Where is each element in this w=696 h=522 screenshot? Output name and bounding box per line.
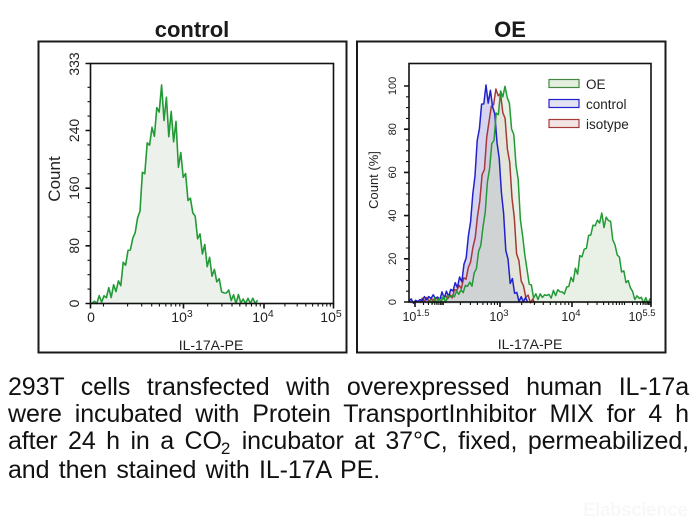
svg-text:OE: OE bbox=[586, 77, 606, 92]
svg-text:0: 0 bbox=[387, 299, 399, 305]
svg-text:103: 103 bbox=[489, 308, 508, 324]
svg-text:20: 20 bbox=[387, 253, 399, 265]
svg-text:0: 0 bbox=[66, 299, 82, 307]
svg-text:control: control bbox=[155, 17, 230, 42]
svg-text:60: 60 bbox=[387, 166, 399, 178]
svg-text:40: 40 bbox=[387, 209, 399, 221]
svg-text:control: control bbox=[586, 97, 627, 112]
svg-text:105: 105 bbox=[320, 308, 342, 325]
svg-text:240: 240 bbox=[66, 119, 82, 143]
svg-text:333: 333 bbox=[66, 52, 82, 76]
svg-text:104: 104 bbox=[252, 308, 274, 325]
svg-text:100: 100 bbox=[387, 77, 399, 95]
svg-text:OE: OE bbox=[494, 17, 526, 42]
svg-text:IL-17A-PE: IL-17A-PE bbox=[179, 337, 244, 353]
svg-text:Count: Count bbox=[45, 156, 64, 202]
svg-text:101.5: 101.5 bbox=[402, 308, 429, 324]
svg-text:IL-17A-PE: IL-17A-PE bbox=[498, 336, 563, 352]
svg-text:Count (%]: Count (%] bbox=[366, 151, 381, 209]
svg-text:160: 160 bbox=[66, 176, 82, 200]
svg-text:105.5: 105.5 bbox=[628, 308, 655, 324]
svg-text:104: 104 bbox=[561, 308, 580, 324]
svg-text:isotype: isotype bbox=[586, 117, 629, 132]
svg-text:80: 80 bbox=[66, 238, 82, 254]
svg-text:0: 0 bbox=[87, 309, 95, 325]
svg-text:80: 80 bbox=[387, 123, 399, 135]
svg-text:103: 103 bbox=[171, 308, 193, 325]
